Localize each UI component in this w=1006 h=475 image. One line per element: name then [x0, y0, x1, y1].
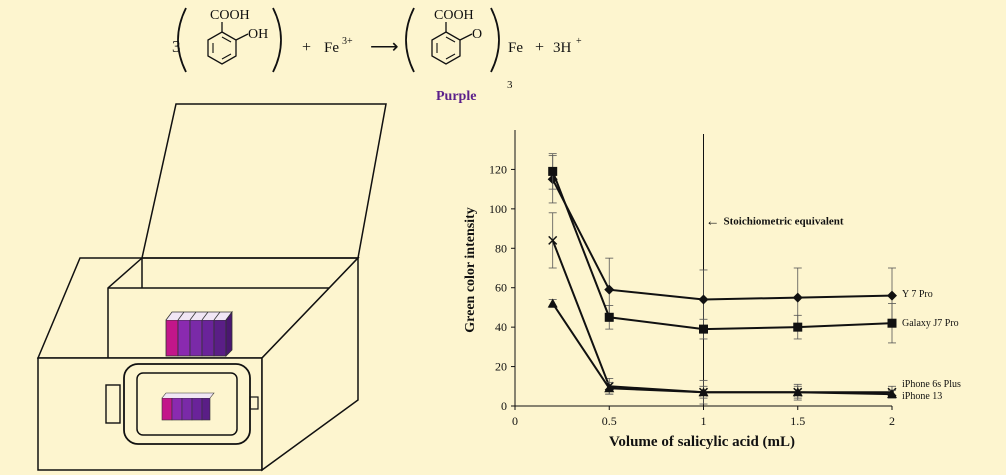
iron-salicylate-structure: COOH O [405, 7, 500, 73]
plus-sign-2: + [535, 39, 544, 56]
series-label: iPhone 13 [902, 391, 942, 402]
data-point [887, 318, 897, 328]
series-cross: iPhone 6s Plus [548, 212, 961, 405]
purple-label: Purple [436, 89, 476, 104]
data-point [699, 324, 708, 334]
coefficient: 3 [172, 37, 181, 56]
reactant-cooh-label: COOH [210, 8, 250, 23]
iron-ion: Fe [324, 40, 339, 56]
annotation-label: Stoichiometric equivalent [724, 216, 844, 228]
y-axis-label: Green color intensity [463, 207, 478, 332]
x-tick-label: 0.5 [602, 414, 617, 428]
y-tick-label: 20 [495, 360, 507, 374]
x-tick-label: 2 [889, 414, 895, 428]
reaction-arrow: ⟶ [370, 36, 399, 58]
intensity-chart: Green color intensity Volume of salicyli… [463, 130, 961, 450]
proton: 3H [553, 40, 572, 56]
inner-cuvette-row [165, 310, 233, 357]
y-tick-label: 40 [495, 320, 507, 334]
y-tick-label: 60 [495, 281, 507, 295]
iron-charge: 3+ [342, 36, 353, 47]
data-point [604, 312, 614, 322]
data-point [548, 166, 558, 176]
data-point [792, 292, 803, 303]
series-triangle: iPhone 13 [547, 298, 942, 402]
y-tick-label: 80 [495, 241, 507, 255]
series-line [551, 302, 893, 396]
data-point [548, 235, 558, 245]
data-point [793, 322, 803, 332]
series-line [551, 178, 893, 301]
series-square: Galaxy J7 Pro [548, 153, 959, 344]
data-point [792, 387, 803, 397]
series-label: Galaxy J7 Pro [902, 318, 959, 329]
data-point [698, 387, 709, 397]
x-axis-label: Volume of salicylic acid (mL) [609, 434, 795, 450]
series-line [551, 240, 892, 394]
series-label: Y 7 Pro [902, 289, 933, 300]
y-tick-label: 120 [489, 162, 507, 176]
product-subscript: 3 [507, 79, 513, 91]
data-point [604, 284, 615, 295]
series-line [551, 171, 893, 331]
salicylic-acid-structure: COOH OH [177, 7, 282, 73]
data-point [698, 294, 709, 305]
data-point [547, 298, 558, 308]
series-diamond: Y 7 Pro [547, 155, 933, 330]
product-metal: Fe [508, 40, 523, 56]
x-tick-label: 0 [512, 414, 518, 428]
reactant-oh-label: OH [248, 27, 268, 42]
series-label: iPhone 6s Plus [902, 379, 961, 390]
reaction-equation: 3 COOH OH + Fe 3+ ⟶ COOH O [172, 7, 582, 104]
data-point [887, 389, 897, 399]
data-point [604, 383, 615, 393]
product-cooh-label: COOH [434, 8, 474, 23]
plus-sign-1: + [302, 39, 311, 56]
product-o-label: O [472, 27, 482, 42]
annotation-arrow: ← [706, 215, 720, 230]
y-tick-label: 0 [501, 399, 507, 413]
data-point [887, 290, 897, 301]
x-tick-label: 1 [701, 414, 707, 428]
y-tick-label: 100 [489, 202, 507, 216]
smartphone [105, 363, 259, 445]
x-tick-label: 1.5 [790, 414, 805, 428]
proton-charge: + [576, 36, 582, 47]
phone-screen-cuvettes [161, 392, 215, 421]
